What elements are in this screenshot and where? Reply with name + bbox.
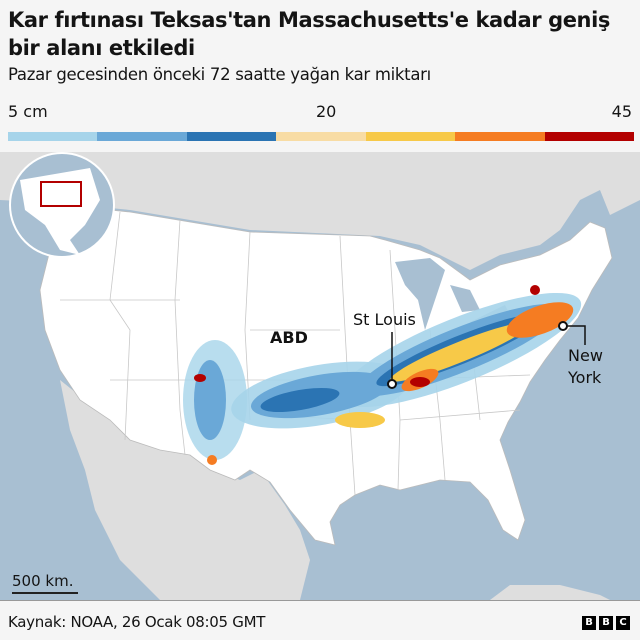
footer <box>0 600 640 640</box>
legend-swatch-2 <box>97 132 187 141</box>
legend-label-mid: 20 <box>316 102 337 121</box>
new-york-marker <box>558 321 568 331</box>
city-label-new-york-2: York <box>568 368 602 387</box>
scale-bar <box>12 592 78 594</box>
city-label-new-york-1: New <box>568 346 603 365</box>
bbc-logo-letter: C <box>616 616 630 630</box>
chart-subtitle: Pazar gecesinden önceki 72 saatte yağan … <box>8 65 431 84</box>
bbc-logo: B B C <box>582 616 630 630</box>
city-label-st-louis: St Louis <box>353 310 416 329</box>
legend-label-min: 5 cm <box>8 102 48 121</box>
country-label-usa: ABD <box>270 328 308 347</box>
legend-label-max: 45 <box>611 102 632 121</box>
bbc-logo-letter: B <box>599 616 613 630</box>
snowfall-blobs <box>183 285 582 465</box>
legend-swatch-6 <box>455 132 545 141</box>
great-lakes <box>395 258 510 330</box>
inset-globe <box>9 152 115 258</box>
chart-title: Kar fırtınası Teksas'tan Massachusetts'e… <box>8 8 611 60</box>
legend-swatch-4 <box>276 132 366 141</box>
legend-swatch-1 <box>8 132 98 141</box>
cuba-land <box>490 585 610 600</box>
scale-label: 500 km. <box>12 572 74 590</box>
legend-swatch-7 <box>544 132 634 141</box>
snowfall-map <box>0 152 640 600</box>
legend-swatch-3 <box>186 132 277 141</box>
legend-color-bar <box>8 132 634 141</box>
st-louis-marker <box>387 379 397 389</box>
bbc-logo-letter: B <box>582 616 596 630</box>
mexico-land <box>60 380 310 600</box>
canada-land <box>0 152 640 270</box>
inset-highlight-box <box>40 181 82 207</box>
source-text: Kaynak: NOAA, 26 Ocak 08:05 GMT <box>8 613 266 631</box>
legend-swatch-5 <box>365 132 456 141</box>
